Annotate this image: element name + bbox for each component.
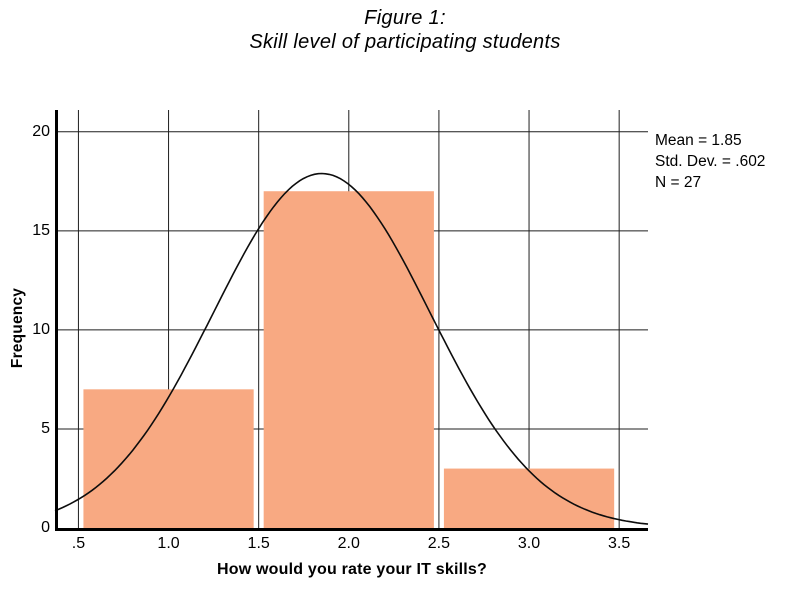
histogram-bar xyxy=(83,389,254,529)
stat-std-dev: Std. Dev. = .602 xyxy=(655,153,766,170)
stat-n: N = 27 xyxy=(655,174,702,191)
histogram-bar xyxy=(263,191,434,529)
stat-mean: Mean = 1.85 xyxy=(655,132,742,149)
y-tick-label: 10 xyxy=(32,320,50,338)
y-tick-label: 20 xyxy=(32,122,50,140)
x-tick-label: 3.0 xyxy=(517,535,541,552)
figure-title: Figure 1: Skill level of participating s… xyxy=(5,6,801,54)
normal-curve xyxy=(54,172,649,525)
x-tick-label: 2.5 xyxy=(427,535,451,552)
figure-title-line-1: Figure 1: xyxy=(364,7,446,29)
x-axis-title: How would you rate your IT skills? xyxy=(217,561,487,578)
x-tick-label: 1.5 xyxy=(247,535,270,552)
x-tick-label: 3.5 xyxy=(608,535,631,552)
y-tick-label: 15 xyxy=(32,221,50,239)
figure-title-line-2: Skill level of participating students xyxy=(249,31,561,53)
x-tick-label: 1.0 xyxy=(157,535,180,552)
x-tick-label: 2.0 xyxy=(337,535,360,552)
stats-annotation: Mean = 1.85 Std. Dev. = .602 N = 27 xyxy=(655,130,765,193)
y-tick-label: 5 xyxy=(41,419,50,437)
histogram-bar xyxy=(443,468,615,529)
x-tick-label: .5 xyxy=(71,535,86,552)
y-tick-label: 0 xyxy=(41,519,50,536)
